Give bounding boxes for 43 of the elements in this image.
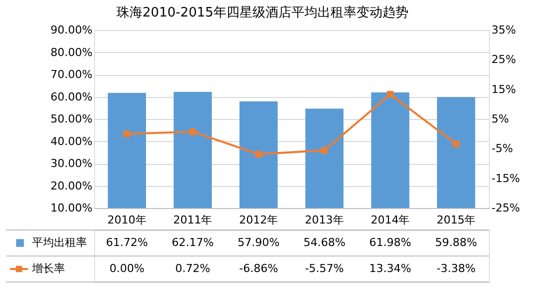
legend-label: 增长率 [31,262,65,275]
data-label: 57.90% [238,236,280,249]
point [386,90,394,98]
y2-tick-label: -25% [492,202,520,214]
data-label: -5.57% [304,262,344,275]
data-label: 0.72% [175,262,210,275]
y2-tick-label: 25% [492,53,516,66]
y2-tick-label: 35% [492,24,516,36]
data-label: -3.38% [436,262,476,275]
data-label: 59.88% [435,236,478,249]
y-tick-label: 20.00% [50,179,92,192]
legend-label: 平均出租率 [32,236,87,249]
data-label: 61.98% [369,236,412,249]
point [321,147,328,154]
y-tick-label: 40.00% [50,134,92,148]
y-tick-label: 10.00% [50,202,92,214]
y2-tick-label: -15% [492,172,520,185]
y-tick-label: 30.00% [50,157,92,170]
data-label: -6.86% [239,262,278,275]
data-label: 62.17% [172,236,214,249]
y-tick-label: 50.00% [50,112,92,126]
chart-title: 珠海2010-2015年四星级酒店平均出租率变动趋势 [116,4,408,20]
y-tick-label: 80.00% [50,46,92,59]
y2-tick-label: -5% [492,142,513,156]
y-tick-label: 90.00% [50,24,92,36]
data-label: 13.34% [369,262,412,275]
point [452,140,460,148]
data-label: 0.00% [109,262,144,275]
x-tick-label: 2012年 [239,214,278,226]
point [189,128,196,136]
y-tick-label: 60.00% [50,90,92,104]
x-tick-label: 2011年 [173,214,212,226]
y-tick-label: 70.00% [50,68,92,81]
y2-tick-label: 15% [492,82,516,96]
x-tick-label: 2010年 [107,214,146,226]
x-tick-label: 2013年 [304,214,344,226]
y2-tick-label: 5% [492,112,509,126]
data-label: 54.68% [303,236,346,249]
point [255,150,262,158]
x-tick-label: 2014年 [370,214,410,226]
point [124,130,130,138]
x-tick-label: 2015年 [436,214,476,226]
data-label: 61.72% [106,236,148,249]
